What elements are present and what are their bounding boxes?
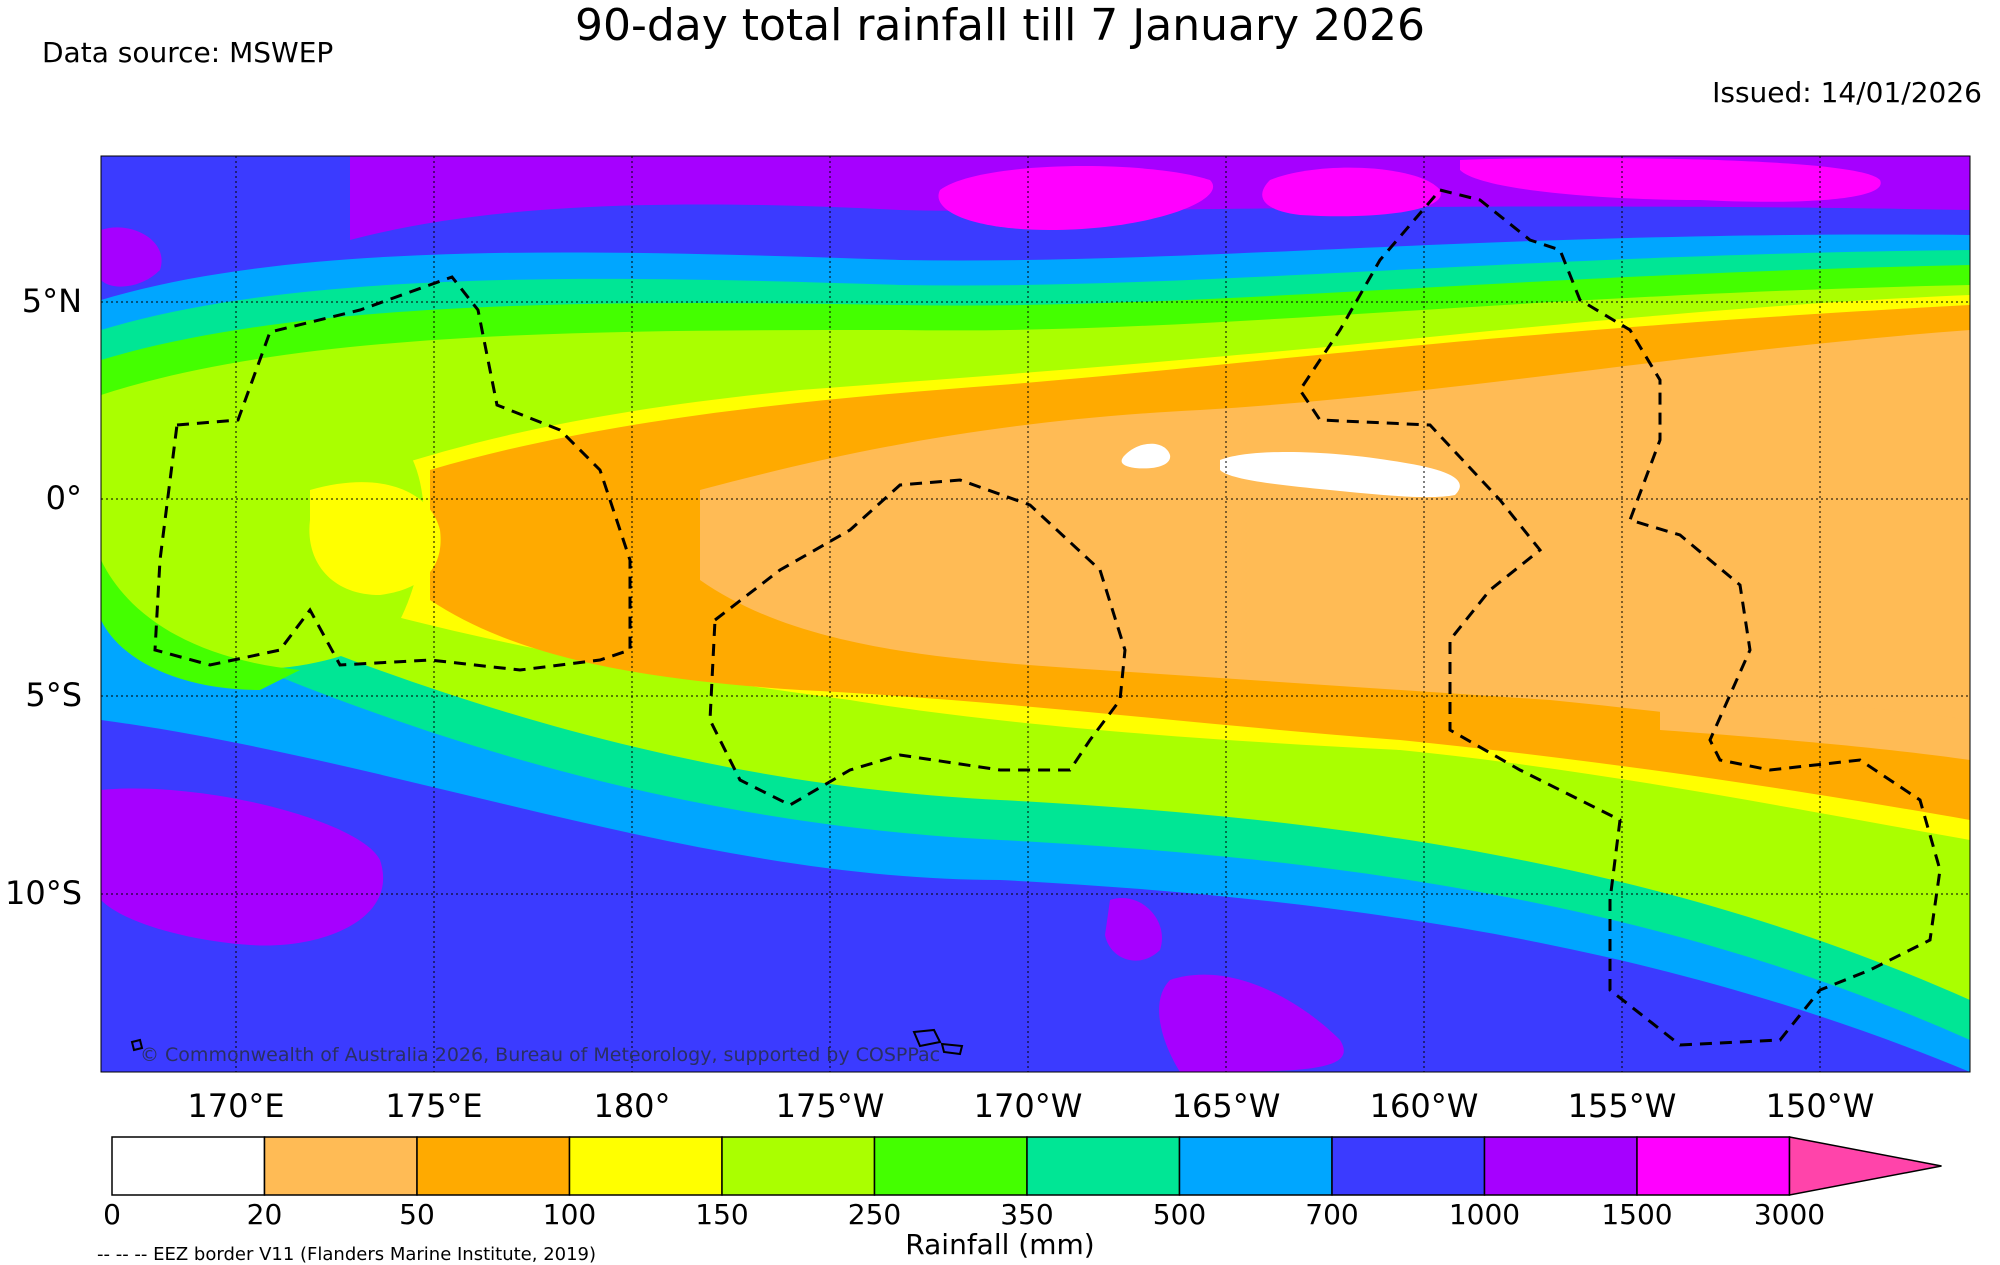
- lon-label-155w: 155°W: [1567, 1087, 1677, 1125]
- lon-label-180: 180°: [593, 1087, 671, 1125]
- colorbar-segment: [721, 1136, 876, 1196]
- data-source-label: Data source: MSWEP: [42, 36, 334, 69]
- lon-label-150w: 150°W: [1765, 1087, 1875, 1125]
- colorbar-segment: [1483, 1136, 1638, 1196]
- copyright-notice: © Commonwealth of Australia 2026, Bureau…: [140, 1044, 941, 1066]
- colorbar-segment: [416, 1136, 571, 1196]
- colorbar-tick-label: 150: [695, 1198, 749, 1231]
- issued-date: Issued: 14/01/2026: [1712, 76, 1982, 109]
- colorbar-segment: [1026, 1136, 1181, 1196]
- colorbar-tick-label: 1500: [1601, 1198, 1673, 1231]
- colorbar-segment: [1178, 1136, 1333, 1196]
- lon-label-170e: 170°E: [187, 1087, 285, 1125]
- colorbar-tick-label: 350: [1000, 1198, 1054, 1231]
- lon-label-170w: 170°W: [973, 1087, 1083, 1125]
- colorbar-segment: [568, 1136, 723, 1196]
- lat-label-10s: 10°S: [4, 874, 82, 912]
- colorbar-tick-label: 1000: [1448, 1198, 1521, 1231]
- colorbar-tick-label: 50: [399, 1198, 435, 1231]
- colorbar-title: Rainfall (mm): [905, 1228, 1095, 1261]
- rainfall-field: [101, 156, 1970, 1072]
- colorbar-segment: [1331, 1136, 1486, 1196]
- colorbar-tick-label: 500: [1152, 1198, 1207, 1231]
- lat-label-5n: 5°N: [21, 282, 82, 320]
- map-frame: [100, 155, 1971, 1073]
- colorbar-segment: [263, 1136, 418, 1196]
- colorbar-extend-arrow: [1788, 1136, 1942, 1196]
- colorbar-tick-label: 100: [542, 1198, 597, 1231]
- colorbar-tick-label: 700: [1305, 1198, 1359, 1231]
- map-title: 90-day total rainfall till 7 January 202…: [574, 0, 1426, 51]
- lon-label-175w: 175°W: [775, 1087, 885, 1125]
- eez-borders: [153, 188, 1942, 1047]
- lat-label-5s: 5°S: [25, 676, 82, 714]
- colorbar: [111, 1136, 1942, 1196]
- graticule: [101, 156, 1970, 1072]
- eez-legend-note: -- -- -- EEZ border V11 (Flanders Marine…: [97, 1244, 597, 1265]
- lon-label-175e: 175°E: [385, 1087, 483, 1125]
- colorbar-tick-label: 3000: [1753, 1198, 1826, 1231]
- island-outlines: [130, 1028, 964, 1056]
- colorbar-tick-label: 0: [103, 1198, 121, 1231]
- colorbar-segment: [873, 1136, 1028, 1196]
- colorbar-tick-label: 250: [847, 1198, 902, 1231]
- colorbar-segment: [111, 1136, 266, 1196]
- colorbar-tick-label: 20: [246, 1198, 283, 1231]
- lat-label-0: 0°: [45, 479, 82, 517]
- lon-label-160w: 160°W: [1369, 1087, 1479, 1125]
- colorbar-segment: [1636, 1136, 1791, 1196]
- lon-label-165w: 165°W: [1171, 1087, 1281, 1125]
